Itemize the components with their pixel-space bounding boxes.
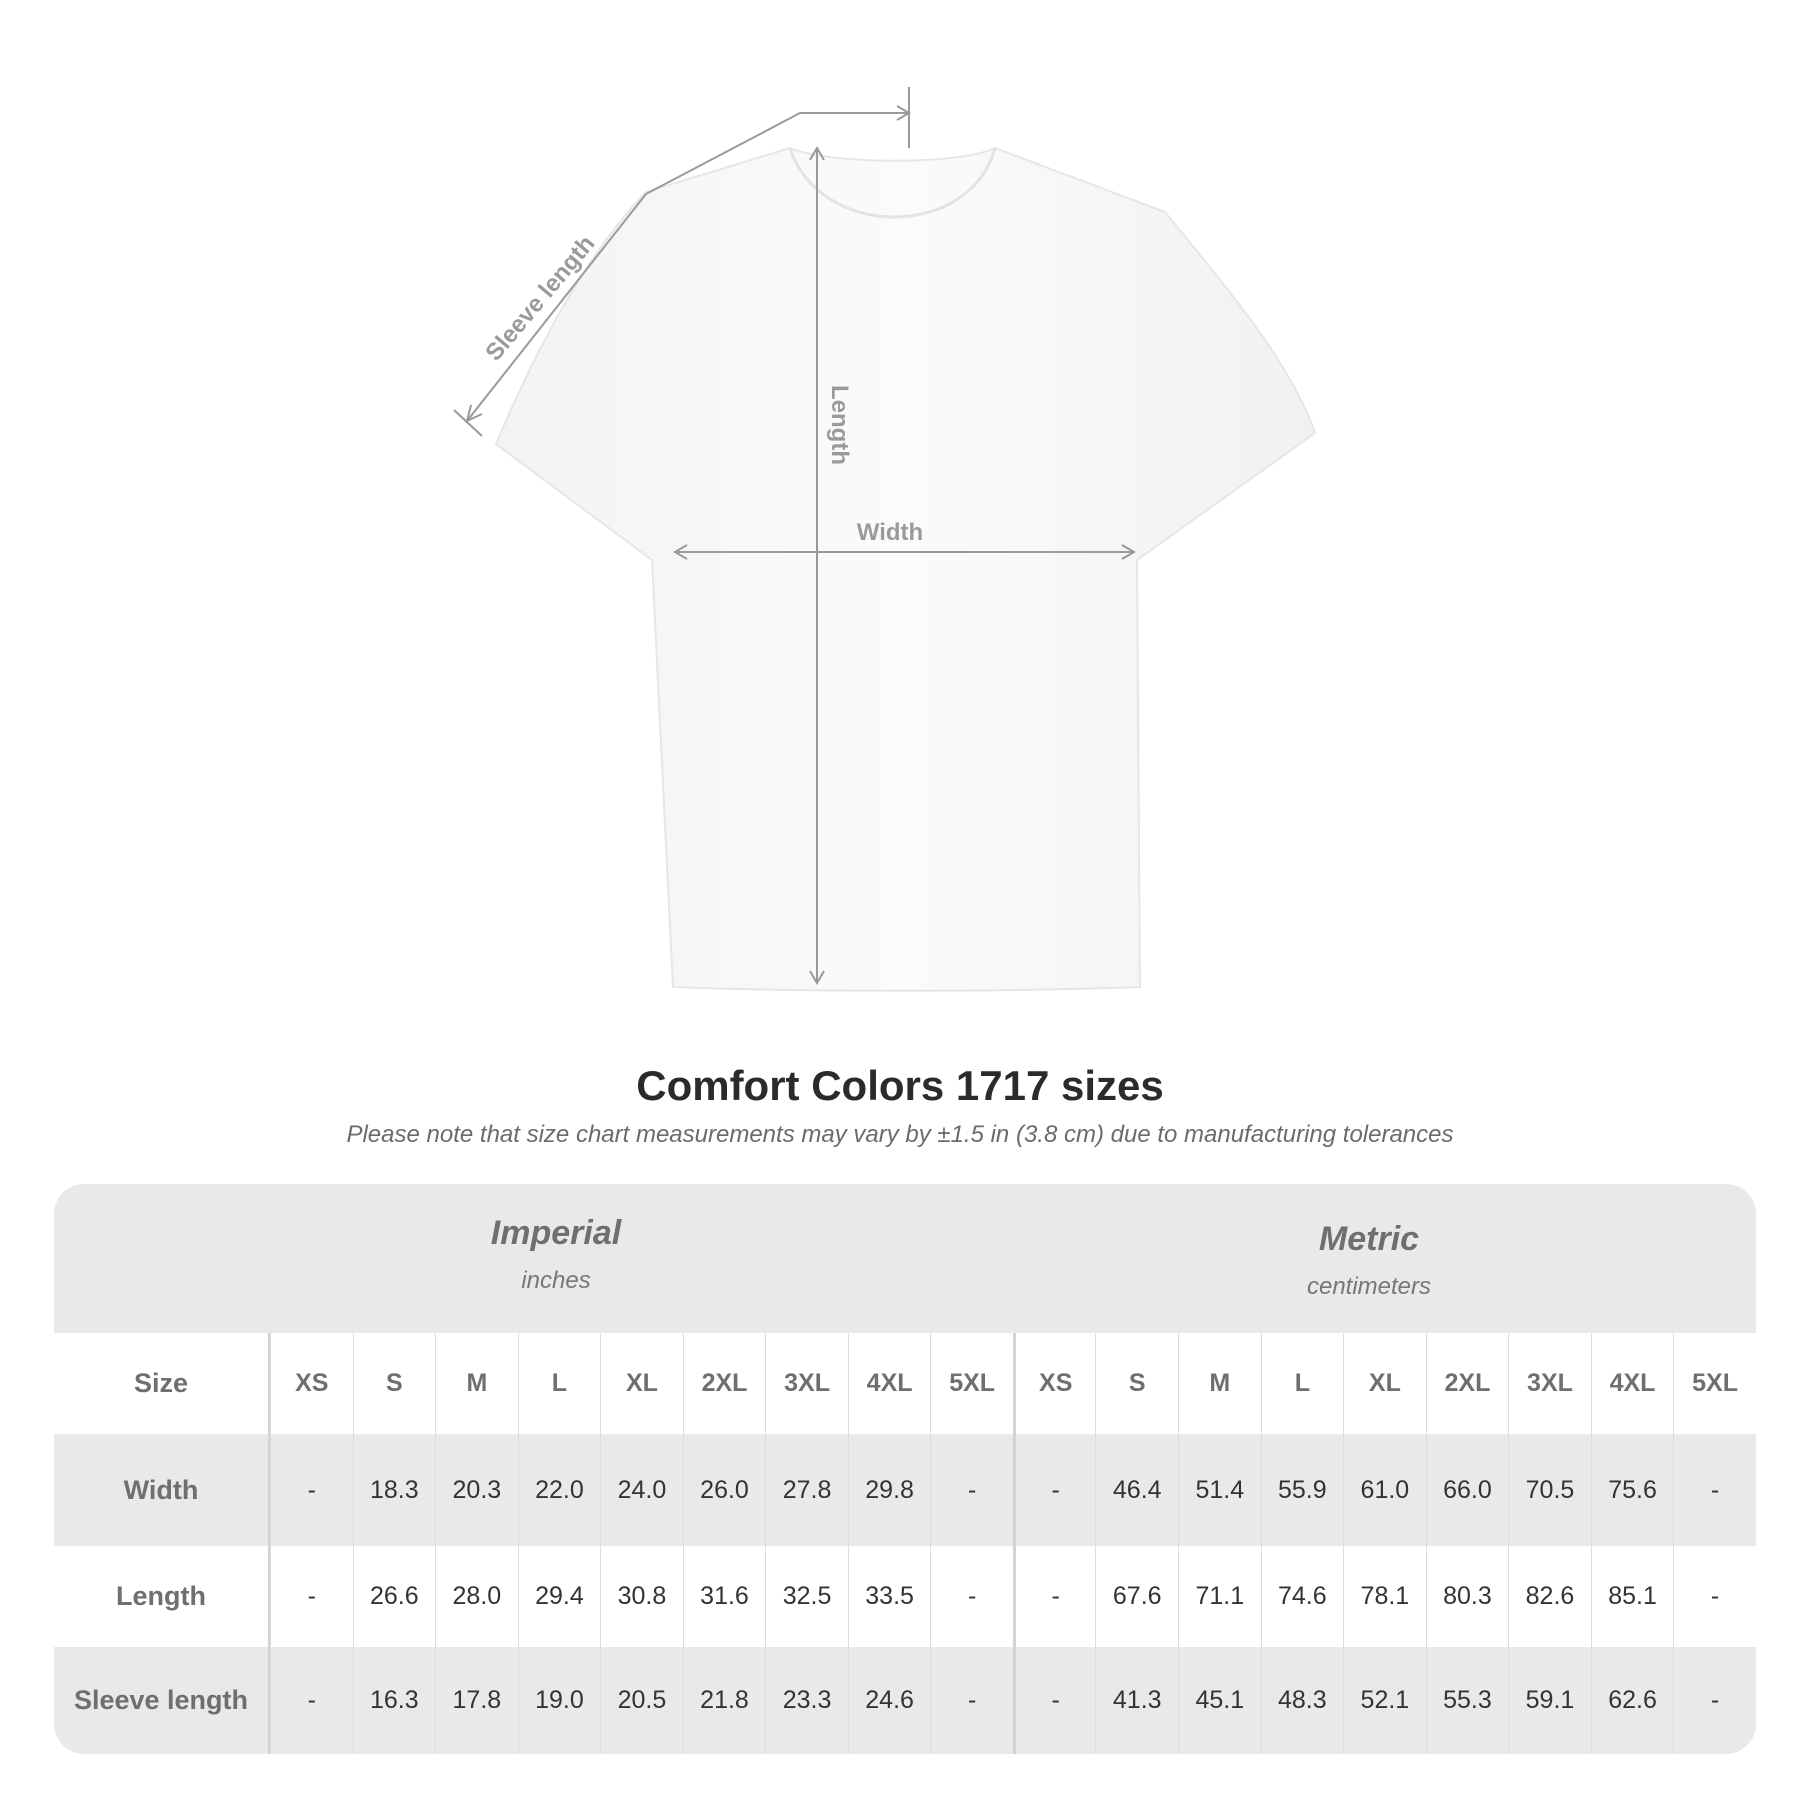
table-cell: 19.0 (517, 1647, 601, 1754)
table-cell: 46.4 (1095, 1434, 1178, 1546)
size-header: S (352, 1333, 436, 1434)
table-cell: 20.5 (600, 1647, 683, 1754)
table-cell: - (1012, 1647, 1096, 1754)
table-cell: 20.3 (435, 1434, 518, 1546)
metric-header: Metric centimeters (1069, 1220, 1669, 1301)
table-cell: 28.0 (435, 1546, 518, 1647)
page-title: Comfort Colors 1717 sizes (636, 1062, 1164, 1109)
table-cell: 82.6 (1508, 1546, 1591, 1647)
tshirt-diagram: Sleeve length Length Width (453, 87, 1317, 992)
size-header: 3XL (765, 1333, 848, 1434)
table-cell: - (1673, 1647, 1756, 1754)
table-cell: 41.3 (1095, 1647, 1178, 1754)
table-cell: 26.6 (352, 1546, 436, 1647)
table-row: Width -18.3 20.3 22.0 24.0 26.0 27.8 29.8- -46.4… (54, 1434, 1756, 1546)
table-cell: 71.1 (1178, 1546, 1261, 1647)
table-cell: 23.3 (765, 1647, 848, 1754)
table-cell: 22.0 (517, 1434, 601, 1546)
table-cell: - (1673, 1434, 1756, 1546)
size-header: M (1178, 1333, 1261, 1434)
size-header: XL (1343, 1333, 1426, 1434)
size-header: S (1095, 1333, 1178, 1434)
table-cell: 85.1 (1590, 1546, 1674, 1647)
row-label: Length (54, 1546, 270, 1647)
table-cell: - (270, 1434, 353, 1546)
table-cell: - (1673, 1546, 1756, 1647)
table-cell: 30.8 (600, 1546, 683, 1647)
table-cell: 80.3 (1425, 1546, 1509, 1647)
table-cell: 59.1 (1508, 1647, 1591, 1754)
size-header: 4XL (1590, 1333, 1674, 1434)
size-header: L (1260, 1333, 1344, 1434)
table-cell: 45.1 (1178, 1647, 1261, 1754)
size-header: XS (270, 1333, 353, 1434)
size-table: Imperial inches Metric centimeters Size X… (54, 1184, 1756, 1754)
table-cell: 51.4 (1178, 1434, 1261, 1546)
table-cell: 48.3 (1260, 1647, 1344, 1754)
table-cell: 27.8 (765, 1434, 848, 1546)
imperial-unit: inches (521, 1267, 591, 1294)
size-header: XS (1012, 1333, 1096, 1434)
table-cell: 55.3 (1425, 1647, 1509, 1754)
table-cell: 61.0 (1343, 1434, 1426, 1546)
table-cell: 75.6 (1590, 1434, 1674, 1546)
table-cell: 32.5 (765, 1546, 848, 1647)
table-cell: 26.0 (682, 1434, 766, 1546)
table-cell: - (930, 1647, 1013, 1754)
imperial-header: Imperial inches (256, 1214, 856, 1295)
size-header-row: Size XS S M L XL 2XL 3XL 4XL 5XL XS S M L XL 2XL 3XL 4XL 5… (54, 1333, 1756, 1434)
tolerance-note: Please note that size chart measurements… (346, 1121, 1454, 1148)
table-cell: 67.6 (1095, 1546, 1178, 1647)
size-header: 3XL (1508, 1333, 1591, 1434)
table-row: Sleeve length -16.3 17.8 19.0 20.5 21.8 23.3 24… (54, 1647, 1756, 1754)
table-cell: - (930, 1434, 1013, 1546)
table-cell: 17.8 (435, 1647, 518, 1754)
table-cell: 33.5 (847, 1546, 931, 1647)
table-cell: 29.8 (847, 1434, 931, 1546)
row-label: Width (54, 1434, 270, 1546)
table-cell: 78.1 (1343, 1546, 1426, 1647)
table-cell: 62.6 (1590, 1647, 1674, 1754)
table-cell: - (1012, 1546, 1096, 1647)
table-cell: 29.4 (517, 1546, 601, 1647)
size-header: XL (600, 1333, 683, 1434)
table-cell: 55.9 (1260, 1434, 1344, 1546)
size-header: 2XL (1425, 1333, 1509, 1434)
table-cell: - (930, 1546, 1013, 1647)
table-cell: - (1012, 1434, 1096, 1546)
row-label: Size (54, 1333, 270, 1434)
table-cell: 66.0 (1425, 1434, 1509, 1546)
size-header: 5XL (930, 1333, 1013, 1434)
table-cell: 74.6 (1260, 1546, 1344, 1647)
table-cell: 52.1 (1343, 1647, 1426, 1754)
row-label: Sleeve length (54, 1647, 270, 1754)
imperial-title: Imperial (490, 1214, 622, 1252)
table-row: Length -26.6 28.0 29.4 30.8 31.6 32.5 33.5- -67.… (54, 1546, 1756, 1647)
table-cell: - (270, 1647, 353, 1754)
table-cell: 18.3 (352, 1434, 436, 1546)
collar (788, 147, 997, 219)
size-header: 4XL (847, 1333, 931, 1434)
table-cell: - (270, 1546, 353, 1647)
tshirt-shape (494, 146, 1317, 992)
sleeve-length-line (466, 112, 909, 422)
length-label: Length (826, 385, 853, 465)
size-header: L (517, 1333, 601, 1434)
size-header: M (435, 1333, 518, 1434)
table-cell: 16.3 (352, 1647, 436, 1754)
table-cell: 21.8 (682, 1647, 766, 1754)
table-cell: 24.6 (847, 1647, 931, 1754)
table-cell: 24.0 (600, 1434, 683, 1546)
size-header: 5XL (1673, 1333, 1756, 1434)
size-header: 2XL (682, 1333, 766, 1434)
metric-unit: centimeters (1306, 1273, 1432, 1300)
table-cell: 31.6 (682, 1546, 766, 1647)
width-label: Width (857, 519, 923, 546)
metric-title: Metric (1318, 1220, 1420, 1258)
table-cell: 70.5 (1508, 1434, 1591, 1546)
measurement-lines (453, 87, 1136, 985)
